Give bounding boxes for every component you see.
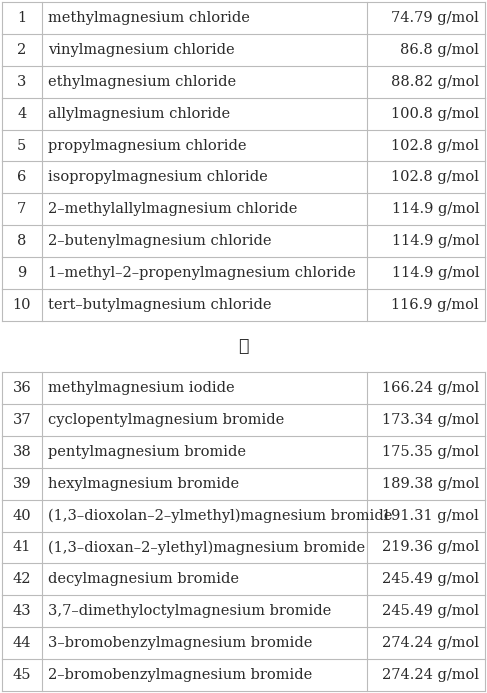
Text: 2–bromobenzylmagnesium bromide: 2–bromobenzylmagnesium bromide bbox=[48, 668, 312, 682]
Text: 191.31 g/mol: 191.31 g/mol bbox=[382, 509, 479, 523]
Text: 36: 36 bbox=[13, 381, 31, 395]
Text: 245.49 g/mol: 245.49 g/mol bbox=[382, 604, 479, 618]
Text: 166.24 g/mol: 166.24 g/mol bbox=[382, 381, 479, 395]
Text: 74.79 g/mol: 74.79 g/mol bbox=[391, 11, 479, 25]
Text: 274.24 g/mol: 274.24 g/mol bbox=[382, 668, 479, 682]
Text: 114.9 g/mol: 114.9 g/mol bbox=[392, 266, 479, 280]
Text: 3–bromobenzylmagnesium bromide: 3–bromobenzylmagnesium bromide bbox=[48, 636, 312, 650]
Text: decylmagnesium bromide: decylmagnesium bromide bbox=[48, 572, 239, 586]
Text: 43: 43 bbox=[13, 604, 31, 618]
Text: methylmagnesium chloride: methylmagnesium chloride bbox=[48, 11, 249, 25]
Text: 2–methylallylmagnesium chloride: 2–methylallylmagnesium chloride bbox=[48, 202, 297, 216]
Text: 38: 38 bbox=[13, 445, 31, 459]
Text: 245.49 g/mol: 245.49 g/mol bbox=[382, 572, 479, 586]
Text: 6: 6 bbox=[17, 170, 26, 184]
Text: propylmagnesium chloride: propylmagnesium chloride bbox=[48, 139, 246, 152]
Text: 88.82 g/mol: 88.82 g/mol bbox=[391, 75, 479, 89]
Text: ethylmagnesium chloride: ethylmagnesium chloride bbox=[48, 75, 236, 89]
Text: 41: 41 bbox=[13, 541, 31, 554]
Text: 39: 39 bbox=[13, 477, 31, 491]
Text: 5: 5 bbox=[17, 139, 26, 152]
Text: allylmagnesium chloride: allylmagnesium chloride bbox=[48, 107, 230, 121]
Text: ⋮: ⋮ bbox=[238, 338, 249, 355]
Text: 3,7–dimethyloctylmagnesium bromide: 3,7–dimethyloctylmagnesium bromide bbox=[48, 604, 331, 618]
Text: vinylmagnesium chloride: vinylmagnesium chloride bbox=[48, 43, 234, 57]
Text: 189.38 g/mol: 189.38 g/mol bbox=[382, 477, 479, 491]
Text: (1,3–dioxolan–2–ylmethyl)magnesium bromide: (1,3–dioxolan–2–ylmethyl)magnesium bromi… bbox=[48, 509, 392, 523]
Text: 8: 8 bbox=[17, 234, 26, 248]
Text: 1: 1 bbox=[17, 11, 26, 25]
Text: 274.24 g/mol: 274.24 g/mol bbox=[382, 636, 479, 650]
Text: 4: 4 bbox=[17, 107, 26, 121]
Text: hexylmagnesium bromide: hexylmagnesium bromide bbox=[48, 477, 239, 491]
Text: 37: 37 bbox=[13, 413, 31, 427]
Text: 1–methyl–2–propenylmagnesium chloride: 1–methyl–2–propenylmagnesium chloride bbox=[48, 266, 356, 280]
Text: methylmagnesium iodide: methylmagnesium iodide bbox=[48, 381, 234, 395]
Text: 10: 10 bbox=[13, 298, 31, 312]
Text: 102.8 g/mol: 102.8 g/mol bbox=[391, 139, 479, 152]
Text: 114.9 g/mol: 114.9 g/mol bbox=[392, 202, 479, 216]
Text: 40: 40 bbox=[13, 509, 31, 523]
Text: 173.34 g/mol: 173.34 g/mol bbox=[382, 413, 479, 427]
Text: 3: 3 bbox=[17, 75, 26, 89]
Text: 114.9 g/mol: 114.9 g/mol bbox=[392, 234, 479, 248]
Text: 219.36 g/mol: 219.36 g/mol bbox=[382, 541, 479, 554]
Text: 9: 9 bbox=[17, 266, 26, 280]
Text: (1,3–dioxan–2–ylethyl)magnesium bromide: (1,3–dioxan–2–ylethyl)magnesium bromide bbox=[48, 541, 365, 554]
Text: 175.35 g/mol: 175.35 g/mol bbox=[382, 445, 479, 459]
Text: 2: 2 bbox=[17, 43, 26, 57]
Text: 116.9 g/mol: 116.9 g/mol bbox=[392, 298, 479, 312]
Text: pentylmagnesium bromide: pentylmagnesium bromide bbox=[48, 445, 245, 459]
Text: 86.8 g/mol: 86.8 g/mol bbox=[400, 43, 479, 57]
Text: 7: 7 bbox=[17, 202, 26, 216]
Text: isopropylmagnesium chloride: isopropylmagnesium chloride bbox=[48, 170, 267, 184]
Text: 102.8 g/mol: 102.8 g/mol bbox=[391, 170, 479, 184]
Text: cyclopentylmagnesium bromide: cyclopentylmagnesium bromide bbox=[48, 413, 284, 427]
Text: 100.8 g/mol: 100.8 g/mol bbox=[391, 107, 479, 121]
Text: 42: 42 bbox=[13, 572, 31, 586]
Text: 45: 45 bbox=[13, 668, 31, 682]
Text: 2–butenylmagnesium chloride: 2–butenylmagnesium chloride bbox=[48, 234, 271, 248]
Text: 44: 44 bbox=[13, 636, 31, 650]
Text: tert–butylmagnesium chloride: tert–butylmagnesium chloride bbox=[48, 298, 271, 312]
